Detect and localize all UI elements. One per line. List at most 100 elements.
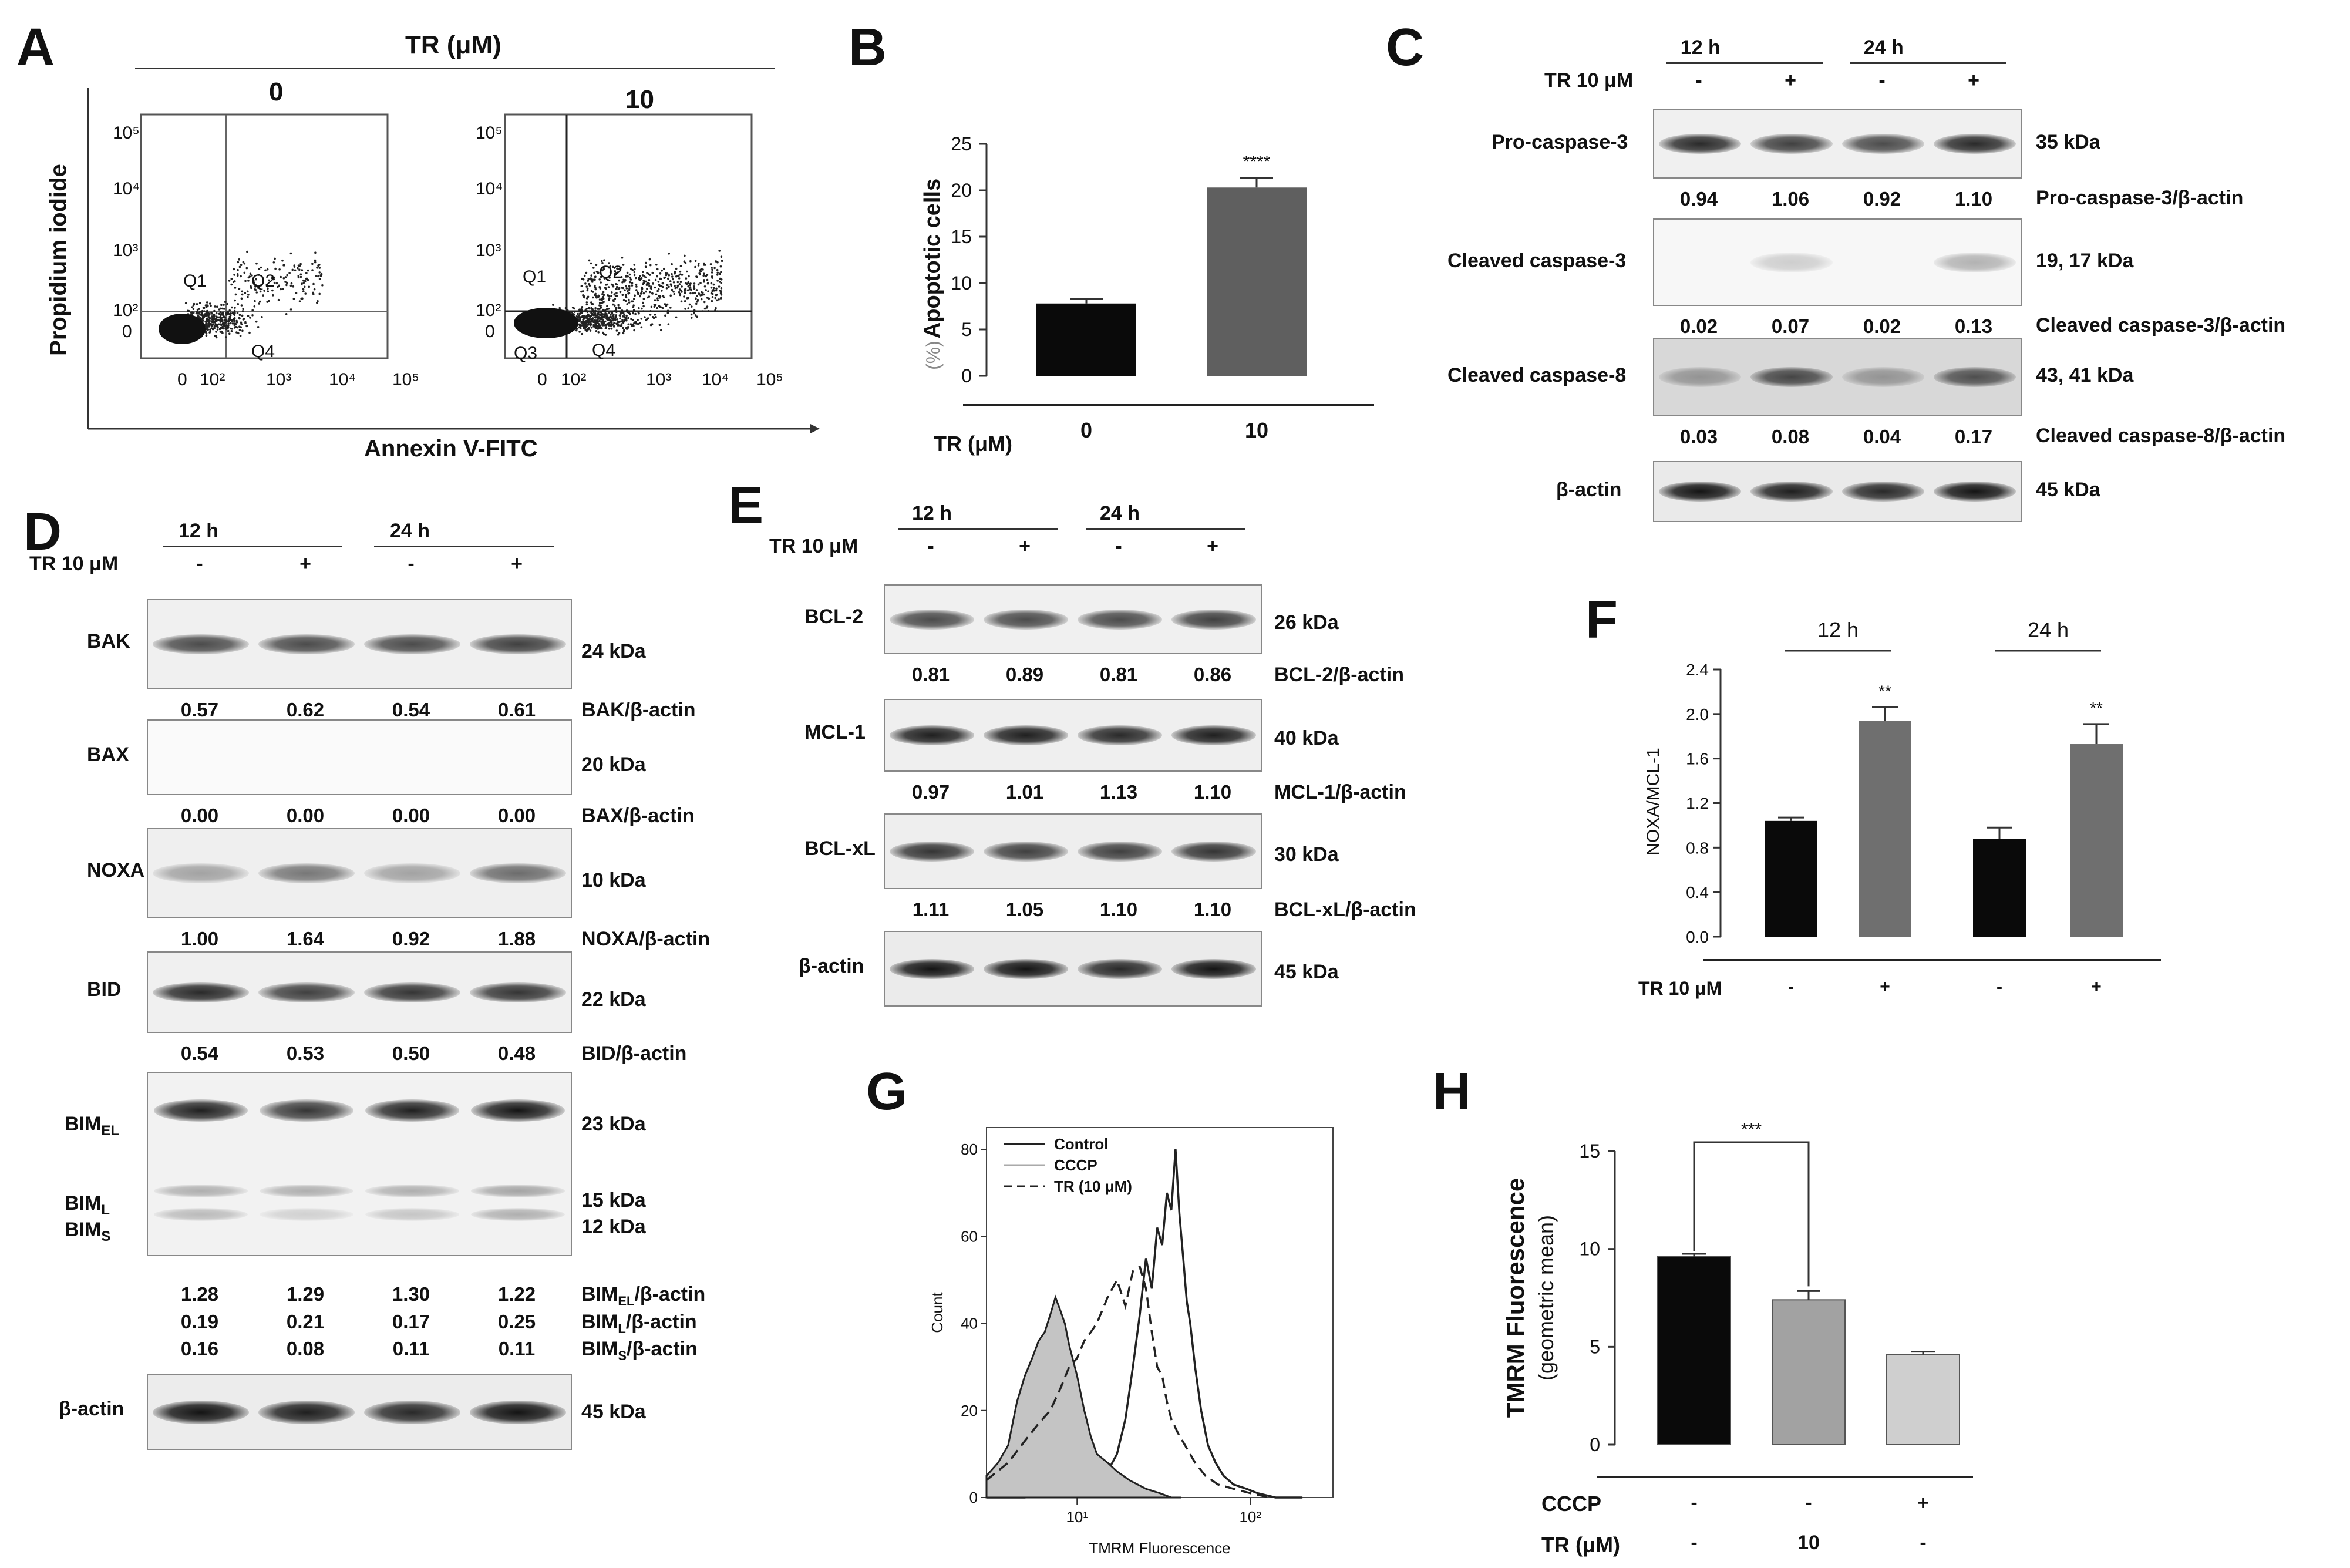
panelB-ytick-2: 10 [951,272,972,294]
panelD-blot-2-band-1 [258,863,355,883]
panelG-xtick-0: 10¹ [1066,1508,1088,1526]
panelE-ratio-2: BCL-xL/β-actin [1274,899,1416,921]
panelC-blot-2-band-2 [1842,367,1924,387]
panelB-ytick-1: 5 [961,319,972,340]
panelC-val-2-0: 0.03 [1679,426,1718,447]
panelF-cond-3: + [2091,977,2102,997]
panelA-xtick-1e2-right: 10² [561,370,587,389]
panelC-kda-3: 45 kDa [2036,479,2100,501]
panelH-bar-2 [1886,1354,1960,1445]
panelG-histogram: 0 20 40 60 80 10¹ 10² TMRM Fluorescence Count Con… [928,1127,1334,1557]
panelE-row-name-2: BCL-xL [804,837,876,860]
panelG-legend-1: CCCP [1054,1156,1097,1174]
panelA-xtick-1e4-left: 10⁴ [329,370,356,389]
panelC-val-1-1: 0.07 [1771,315,1810,337]
panelF-group-0: 12 h [1817,618,1859,642]
panelA-xlabel: Annexin V-FITC [364,436,538,462]
panelD-val-0-3: 0.61 [497,699,536,721]
panelE-blot-0-band-0 [890,609,974,630]
panelD-bim-s-name: BIMS [65,1219,110,1245]
panelA-ytick-1e2-right: 10² [476,301,501,320]
panelD-bim-s-kda: 12 kDa [581,1216,646,1238]
panelE-blot-2-band-0 [890,841,974,862]
panelD-blot-3 [147,951,572,1033]
panelD-sign-3: + [511,553,523,575]
panelE-blot-2-band-2 [1078,841,1162,862]
panelD-bim-s-ratio-sub: S [618,1348,627,1363]
panelC-blot-3 [1653,461,2022,522]
panelE-val-0-3: 0.86 [1193,664,1232,685]
panelB-ylabel: Apoptotic cells [920,179,945,338]
panelF-bar-3 [2070,744,2123,937]
q2-left: Q2 [251,271,275,291]
panelA-ytick-0-left: 0 [122,322,132,341]
panelC-blot-0-band-0 [1659,133,1741,154]
panelC-val-0-0: 0.94 [1679,188,1718,210]
panelD-tr-label: TR 10 μM [29,553,119,575]
panelC-blot-1-band-1 [1750,252,1833,272]
panelD-bim-s-val-1: 0.08 [286,1338,325,1360]
plot-10-frame [504,113,753,359]
panelD-ratio-1: BAX/β-actin [581,805,695,827]
panelE-val-1-1: 1.01 [1005,781,1044,803]
panelD-val-2-2: 0.92 [392,928,430,950]
panelD-bim-band-1-3 [471,1185,565,1197]
panelG-ytick-0: 0 [969,1489,978,1506]
panelD-val-3-2: 0.50 [392,1042,430,1064]
panelA-xtick-1e5-left: 10⁵ [392,370,419,389]
panel-letter-e: E [728,476,764,535]
panelE-kda-0: 26 kDa [1274,611,1339,634]
panelE-blot-0-band-1 [984,609,1068,630]
panelF-bar-1 [1859,721,1911,937]
panelE-val-0-0: 0.81 [911,664,950,685]
panelE-blot-3-band-3 [1171,958,1256,979]
panelC-kda-2: 43, 41 kDa [2036,364,2134,386]
panelH-row-tr: TR (μM) [1541,1533,1620,1557]
panelC-val-0-1: 1.06 [1771,188,1810,210]
panelC-blot-2 [1653,338,2022,416]
panel-letter-h: H [1433,1062,1471,1121]
panelA-conc-0: 0 [269,78,284,106]
panelE-val-2-2: 1.10 [1099,899,1138,920]
panelA-xtick-1e4-right: 10⁴ [702,370,729,389]
panelD-row-name-3: BID [87,978,122,1001]
panelF-ytick-1: 0.4 [1686,883,1709,901]
panelC-blot-3-band-2 [1842,482,1924,502]
panelA-ylabel: Propidium iodide [45,164,72,356]
panelD-bim-band-2-2 [365,1208,459,1221]
panelD-bim-l-ratio-post: /β-actin [625,1311,697,1333]
panel-letter-c: C [1386,18,1424,77]
panelD-blot-actin [147,1374,572,1450]
panelF-cond-0: - [1788,977,1794,997]
panelE-row-name-0: BCL-2 [804,605,864,628]
panelF-sig-3: ** [2090,699,2103,717]
panelD-row-name-2: NOXA [87,859,145,881]
panelD-bim-l-name-main: BIM [65,1192,102,1214]
panelE-12h-rule [898,528,1058,530]
panelD-bim-el-ratio: BIMEL/β-actin [581,1283,705,1309]
panelD-val-2-3: 1.88 [497,928,536,950]
panel-letter-a: A [16,18,55,77]
panelF-ytick-2: 0.8 [1686,839,1709,857]
panelD-bim-band-2-3 [471,1208,565,1221]
panelE-blot-0-band-3 [1171,609,1256,630]
q1-left: Q1 [183,271,207,291]
panelD-12h-rule [163,546,342,547]
panelA-ytick-1e5-left: 10⁵ [113,123,140,143]
panelC-blot-1-band-3 [1934,252,2016,272]
panelD-bim-el-val-2: 1.30 [392,1283,430,1305]
panelC-kda-1: 19, 17 kDa [2036,249,2134,272]
panelD-val-1-3: 0.00 [497,805,536,826]
panelD-bim-el-kda: 23 kDa [581,1113,646,1135]
panel-letter-f: F [1585,591,1618,650]
panelD-val-3-3: 0.48 [497,1042,536,1064]
panelA-xtick-1e3-left: 10³ [266,370,292,389]
panelD-bim-l-ratio-pre: BIM [581,1311,618,1333]
panelD-bim-el-name: BIMEL [65,1113,119,1139]
panelH-tr-2: - [1920,1532,1926,1554]
q1-right: Q1 [523,267,547,287]
panelE-blot-1-band-2 [1078,725,1162,745]
panelD-bim-el-ratio-post: /β-actin [634,1283,706,1305]
panelD-kda-2: 10 kDa [581,869,646,891]
panelG-ylabel: Count [928,1292,946,1333]
